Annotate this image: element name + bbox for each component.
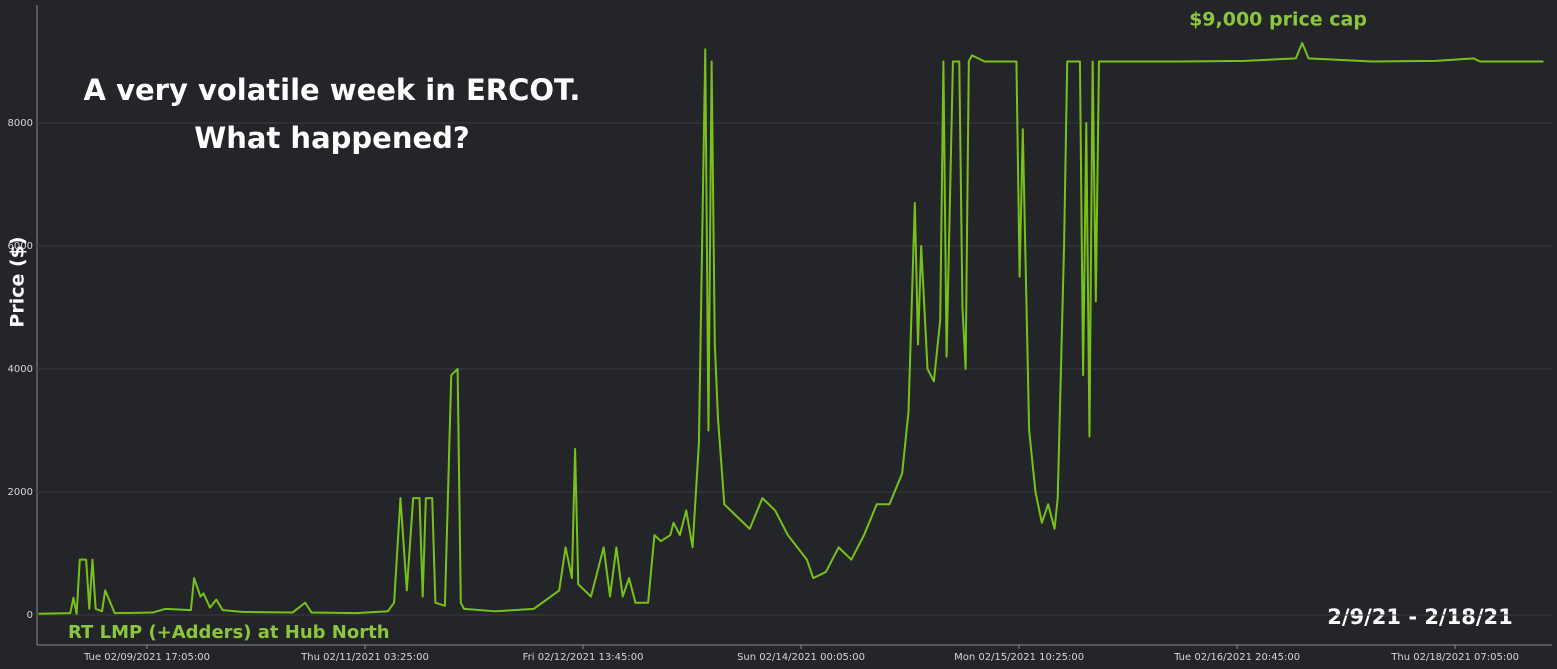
y-tick-label: 8000	[8, 118, 33, 129]
y-tick-label: 2000	[8, 487, 33, 498]
x-tick-label: Thu 02/11/2021 03:25:00	[300, 652, 429, 663]
price-line	[38, 42, 1544, 615]
y-tick-label: 0	[27, 610, 33, 621]
x-tick-label: Thu 02/18/2021 07:05:00	[1390, 652, 1519, 663]
x-tick-label: Fri 02/12/2021 13:45:00	[523, 652, 644, 663]
x-tick-label: Mon 02/15/2021 10:25:00	[954, 652, 1084, 663]
date-range: 2/9/21 - 2/18/21	[1327, 605, 1513, 629]
y-tick-label: 6000	[8, 241, 33, 252]
x-tick-label: Sun 02/14/2021 00:05:00	[737, 652, 865, 663]
legend-label: RT LMP (+Adders) at Hub North	[68, 622, 390, 643]
x-tick-label: Tue 02/16/2021 20:45:00	[1173, 652, 1300, 663]
y-axis-label: Price ($)	[7, 236, 29, 327]
annotation: $9,000 price cap	[1189, 9, 1367, 31]
chart-title: What happened?	[194, 121, 469, 155]
x-tick-label: Tue 02/09/2021 17:05:00	[83, 652, 210, 663]
y-tick-label: 4000	[8, 364, 33, 375]
chart-title: A very volatile week in ERCOT.	[84, 73, 581, 107]
